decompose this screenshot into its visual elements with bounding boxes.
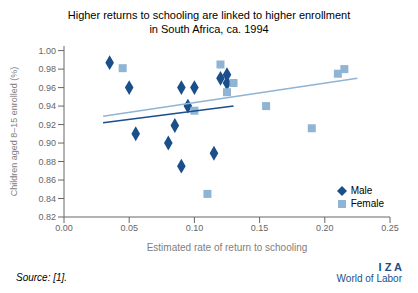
svg-text:0.20: 0.20 (316, 223, 334, 233)
svg-text:0.15: 0.15 (251, 223, 269, 233)
svg-text:0.05: 0.05 (120, 223, 138, 233)
svg-text:0.82: 0.82 (38, 212, 56, 222)
svg-text:Children aged 8–15 enrolled (%: Children aged 8–15 enrolled (%) (9, 67, 19, 197)
html-text:Female: Female (350, 198, 384, 209)
svg-text:0.98: 0.98 (38, 64, 56, 74)
svg-text:0.88: 0.88 (38, 157, 56, 167)
html-text:Higher returns to schooling ar: Higher returns to schooling are linked t… (67, 9, 351, 35)
svg-text:Estimated rate of return to sc: Estimated rate of return to schooling (147, 242, 308, 253)
svg-text:0.86: 0.86 (38, 175, 56, 185)
svg-text:0.94: 0.94 (38, 101, 56, 111)
html-text:Source: [1].: Source: [1]. (16, 272, 68, 283)
svg-text:1.00: 1.00 (38, 46, 56, 56)
svg-text:0.00: 0.00 (55, 223, 73, 233)
html-text:I Z A: I Z A (378, 261, 402, 273)
svg-text:0.92: 0.92 (38, 120, 56, 130)
svg-text:0.96: 0.96 (38, 83, 56, 93)
svg-text:0.90: 0.90 (38, 138, 56, 148)
html-text:World of Labor: World of Labor (336, 273, 402, 284)
svg-text:0.84: 0.84 (38, 194, 56, 204)
html-text:Male: Male (350, 185, 373, 196)
svg-text:0.25: 0.25 (381, 223, 399, 233)
svg-text:0.10: 0.10 (186, 223, 204, 233)
